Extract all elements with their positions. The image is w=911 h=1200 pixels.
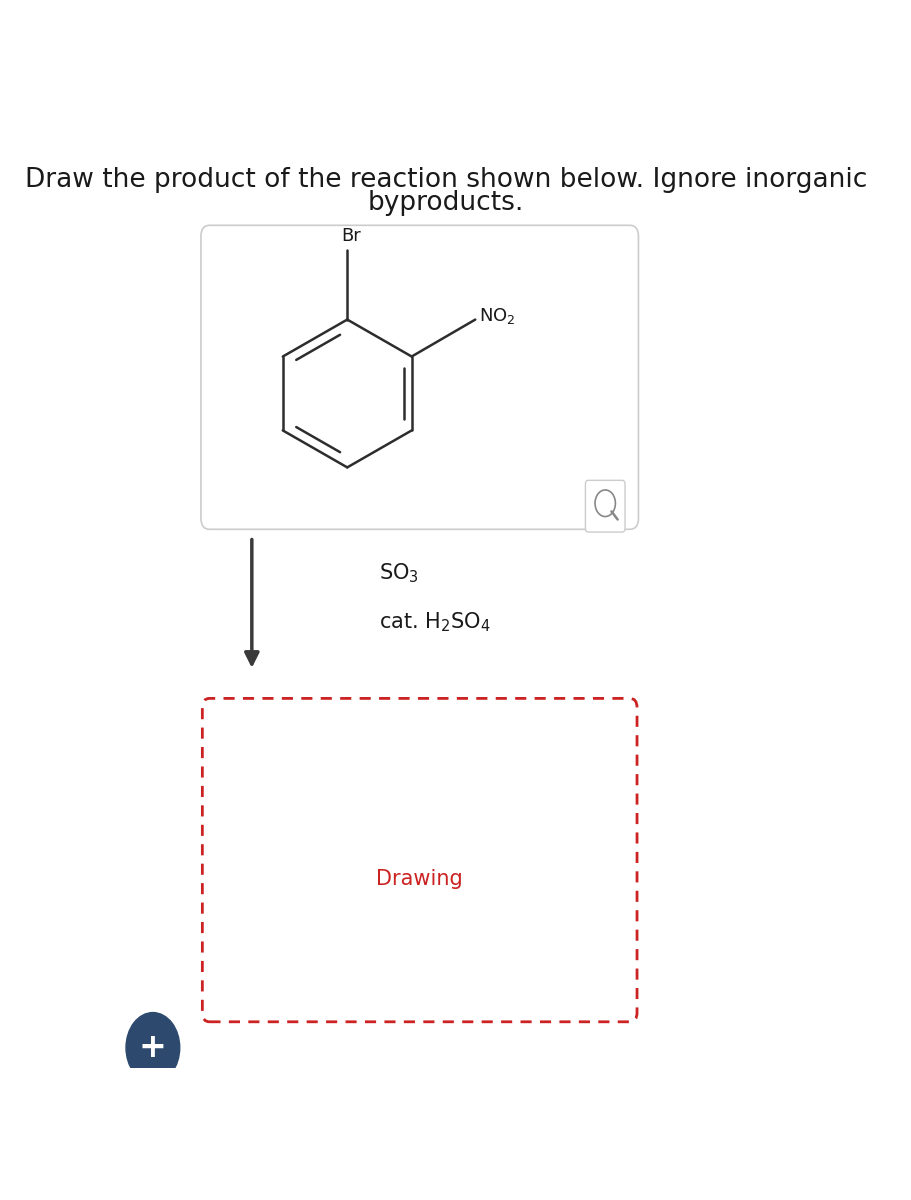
Circle shape (126, 1013, 179, 1082)
Text: cat. H$_2$SO$_4$: cat. H$_2$SO$_4$ (379, 611, 490, 635)
FancyBboxPatch shape (202, 698, 636, 1022)
Text: Br: Br (342, 227, 361, 245)
Text: SO$_3$: SO$_3$ (379, 562, 418, 586)
Circle shape (594, 490, 615, 516)
Text: Drawing: Drawing (376, 869, 463, 888)
Text: +: + (138, 1031, 167, 1064)
Text: byproducts.: byproducts. (368, 190, 524, 216)
FancyBboxPatch shape (200, 226, 638, 529)
Text: Draw the product of the reaction shown below. Ignore inorganic: Draw the product of the reaction shown b… (25, 167, 866, 193)
Text: NO$_2$: NO$_2$ (478, 306, 515, 326)
FancyBboxPatch shape (585, 480, 624, 532)
